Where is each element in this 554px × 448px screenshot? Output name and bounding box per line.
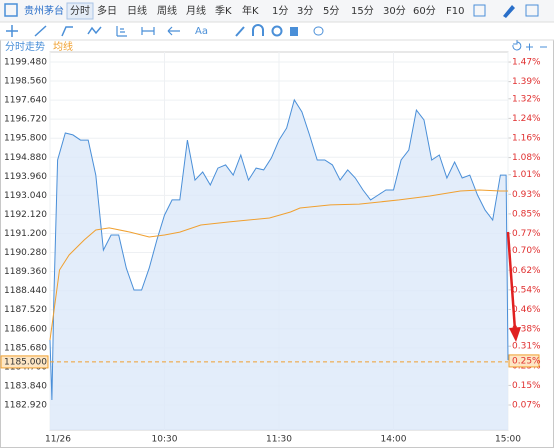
annotation-arrow [506, 231, 521, 342]
icon[interactable] [4, 3, 18, 17]
y-tick-label: 1189.360 [4, 267, 47, 277]
y2-tick-label: 1.24% [512, 114, 541, 124]
arrow-shaft [506, 231, 517, 331]
font-tool[interactable]: Aa [195, 26, 208, 37]
icon[interactable] [61, 26, 73, 37]
y2-tick-label: 0.85% [512, 209, 541, 219]
x-tick-label: 11/26 [45, 435, 71, 445]
reference-label: 1185.000 [4, 357, 47, 367]
y-tick-label: 1198.560 [4, 77, 47, 87]
y2-tick-label: 0.15% [512, 381, 541, 391]
reference-label-bg [508, 354, 540, 368]
toolbar2-bg [0, 22, 554, 40]
y2-tick-label: 0.93% [512, 190, 541, 200]
y-tick-label: 1193.040 [4, 191, 47, 201]
icon[interactable] [87, 26, 102, 35]
tab[interactable]: 分时 [70, 5, 90, 17]
icon[interactable] [526, 43, 533, 51]
y2-tick-label: 1.08% [512, 153, 541, 163]
y-tick-label: 1190.280 [4, 248, 47, 258]
legend-price: 分时走势 [5, 40, 45, 53]
y2-tick-label: 1.01% [512, 170, 541, 180]
icon[interactable] [116, 26, 127, 37]
tab[interactable]: 月线 [186, 4, 206, 17]
icon[interactable] [6, 25, 18, 37]
tab[interactable]: 1分 [272, 5, 288, 17]
tab[interactable]: 日线 [127, 4, 147, 17]
tab[interactable]: 30分 [383, 5, 406, 17]
legend-avg: 均线 [53, 40, 73, 53]
icon[interactable] [512, 40, 522, 51]
y-tick-label: 1197.640 [4, 96, 47, 106]
icon[interactable] [290, 27, 298, 36]
tab[interactable]: F10 [446, 6, 464, 17]
tab[interactable]: 多日 [97, 4, 117, 17]
y2-tick-label: 0.54% [512, 285, 541, 295]
tab[interactable]: 60分 [413, 5, 436, 17]
tab[interactable]: 3分 [297, 5, 313, 17]
x-tick-label: 11:30 [266, 435, 292, 445]
reference-y2-label: 0.25% [512, 356, 541, 366]
plot: 1199.480 1198.560 1197.640 1196.720 1195.800… [0, 51, 541, 445]
icon[interactable] [167, 26, 180, 36]
tab[interactable]: 年K [242, 4, 259, 17]
y-tick-label: 1182.920 [4, 401, 47, 411]
x-tick-label: 14:00 [381, 435, 407, 445]
y2-tick-label: 1.16% [512, 133, 541, 143]
y-tick-label: 1192.120 [4, 210, 47, 220]
y-tick-label: 1199.480 [4, 58, 47, 68]
y-tick-label: 1187.520 [4, 305, 47, 315]
toolbar-bg [0, 0, 554, 22]
y-tick-label: 1191.200 [4, 229, 47, 239]
y2-tick-label: 0.62% [512, 266, 541, 276]
y-tick-label: 1186.600 [4, 324, 47, 334]
tab[interactable]: 5分 [323, 5, 339, 17]
series-line [49, 189, 508, 341]
y2-tick-label: 1.47% [512, 58, 541, 68]
arrow-head [509, 327, 521, 342]
tab[interactable]: 15分 [351, 5, 374, 17]
icon[interactable] [525, 4, 539, 17]
tabs: 分时 多日 日线 周线 月线 季K 年K 1分 3分 5分 15分 30分 60分 F10 [66, 2, 464, 20]
icon[interactable] [141, 27, 155, 35]
icon[interactable] [235, 26, 245, 37]
price-area [50, 99, 508, 431]
y-tick-label: 1196.720 [4, 115, 47, 125]
y2-tick-label: 0.77% [512, 229, 541, 239]
y2-tick-label: 0.38% [512, 325, 541, 335]
active-tab-bg [66, 2, 94, 20]
y2-tick-label: 0.46% [512, 305, 541, 315]
y2-tick-label: 1.32% [512, 94, 541, 104]
y2-tick-label: 0.70% [512, 246, 541, 256]
icon[interactable] [473, 4, 486, 17]
series-line [49, 98, 509, 401]
toolbar: 贵州茅台 分时 多日 日线 周线 月线 季K 年K 1分 3分 5分 15分 30分 60分 F10 Aa… [0, 0, 554, 53]
icon[interactable] [271, 25, 283, 37]
y-tick-label: 1185.680 [4, 343, 47, 353]
tab[interactable]: 季K [215, 5, 232, 17]
reference-label-bg [0, 355, 49, 369]
icon[interactable] [252, 24, 264, 36]
icon[interactable] [313, 26, 324, 36]
y2-tick-label: 0.31% [512, 342, 541, 352]
y-tick-label: 1183.840 [4, 381, 47, 391]
y2-tick-label: 0.07% [512, 401, 541, 411]
x-tick-label: 15:00 [495, 435, 521, 445]
y-tick-label: 1194.880 [4, 153, 47, 163]
x-tick-label: 10:30 [152, 435, 178, 445]
y-tick-label: 1188.440 [4, 286, 47, 296]
y-tick-label: 1195.800 [4, 134, 47, 144]
y2-tick-label: 1.39% [512, 77, 541, 87]
icon[interactable] [34, 25, 47, 37]
y-tick-label: 1193.960 [4, 172, 47, 182]
icon[interactable] [503, 5, 515, 18]
stock-name[interactable]: 贵州茅台 [24, 4, 64, 17]
tab[interactable]: 周线 [157, 4, 177, 17]
